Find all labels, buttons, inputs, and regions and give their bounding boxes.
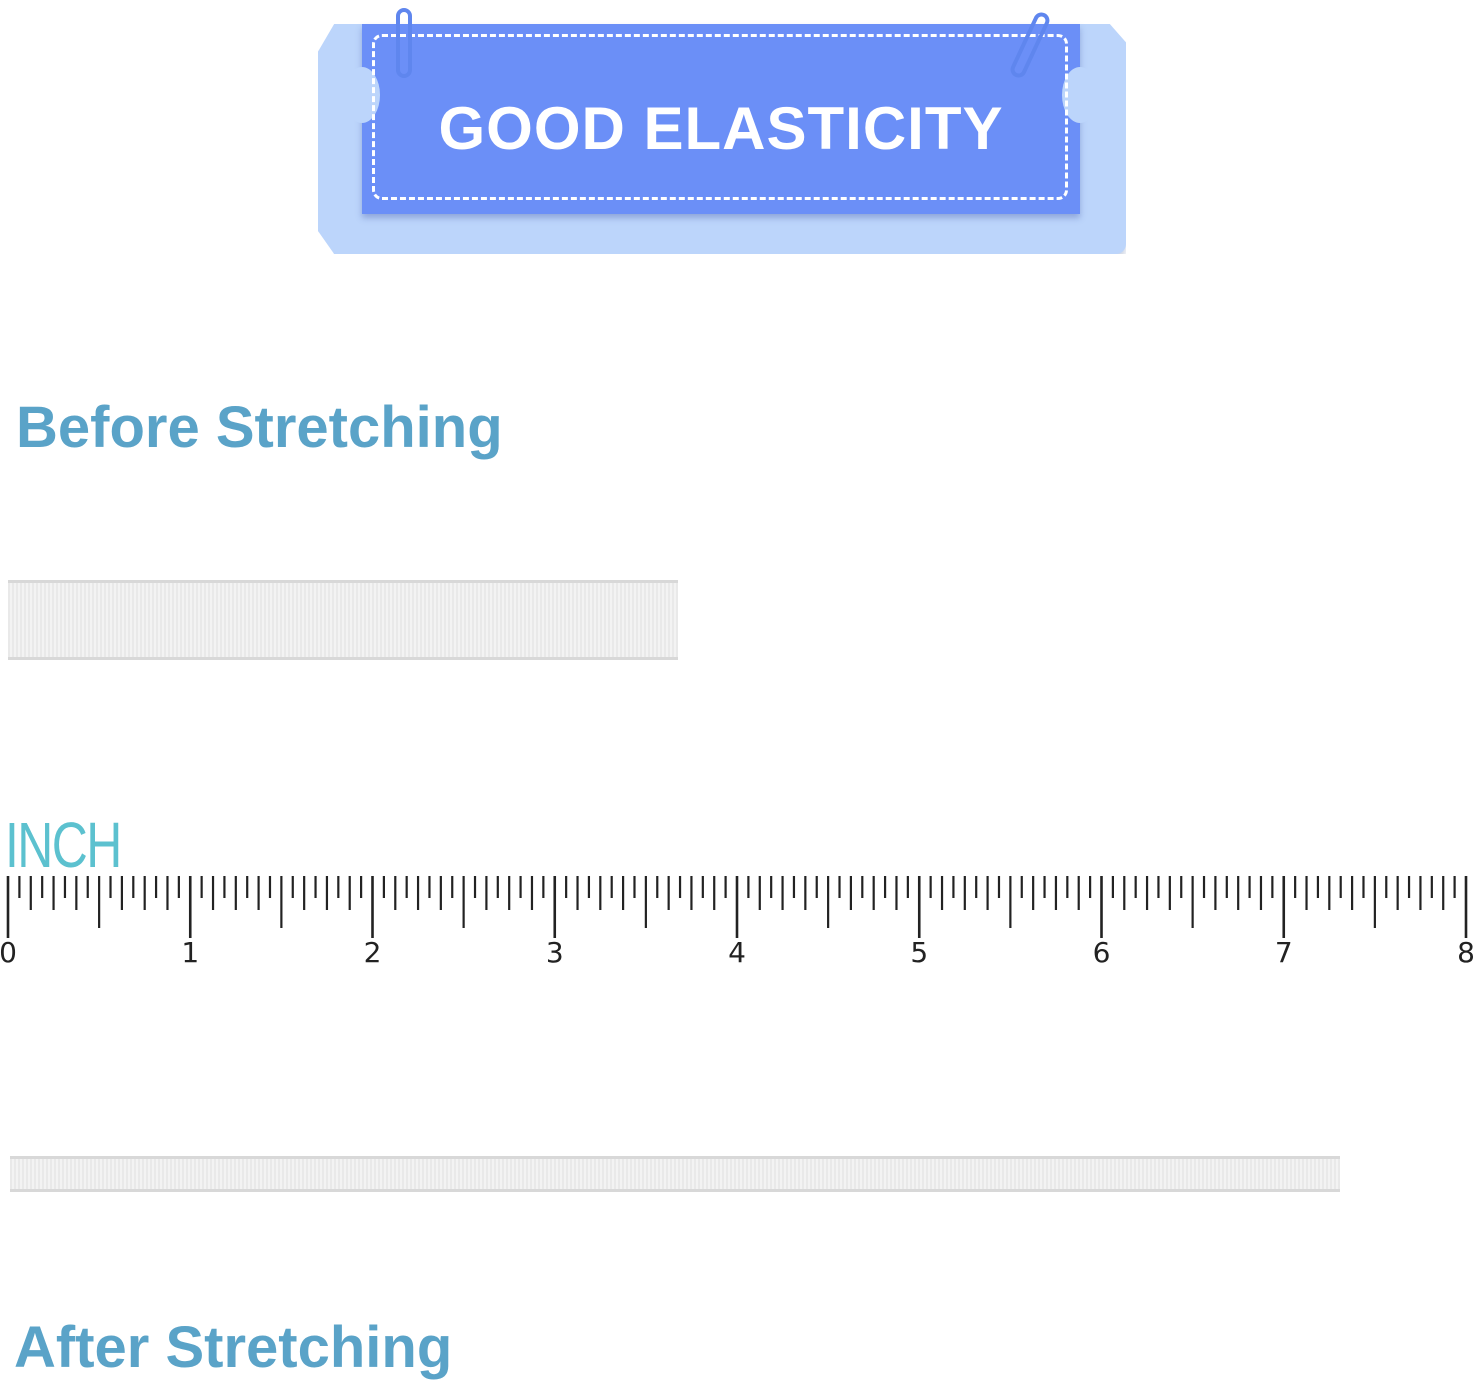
before-stretching-title: Before Stretching bbox=[16, 395, 503, 460]
elastic-band-before bbox=[8, 580, 678, 660]
ruler-tick-label: 7 bbox=[1275, 936, 1293, 969]
ruler-tick-label: 0 bbox=[0, 936, 17, 969]
inch-ruler: 0 1 2 3 4 5 6 7 8 bbox=[0, 876, 1475, 969]
banner-title: GOOD ELASTICITY bbox=[438, 94, 1004, 162]
after-stretching-title: After Stretching bbox=[14, 1315, 453, 1380]
paperclip-icon bbox=[396, 8, 412, 78]
ruler-tick-label: 2 bbox=[364, 936, 382, 969]
elastic-band-after bbox=[10, 1156, 1340, 1192]
ruler-tick-label: 8 bbox=[1457, 936, 1475, 969]
banner-front-panel bbox=[362, 24, 1080, 214]
banner-notch-right bbox=[1062, 67, 1098, 123]
ruler-tick-label: 6 bbox=[1093, 936, 1111, 969]
banner-stitching bbox=[372, 34, 1068, 200]
ruler-tick-label: 1 bbox=[181, 936, 199, 969]
ruler-tick-label: 3 bbox=[546, 936, 564, 969]
ruler-unit-label: INCH bbox=[5, 809, 122, 881]
ruler-tick-label: 5 bbox=[910, 936, 928, 969]
ruler-tick-label: 4 bbox=[728, 936, 746, 969]
